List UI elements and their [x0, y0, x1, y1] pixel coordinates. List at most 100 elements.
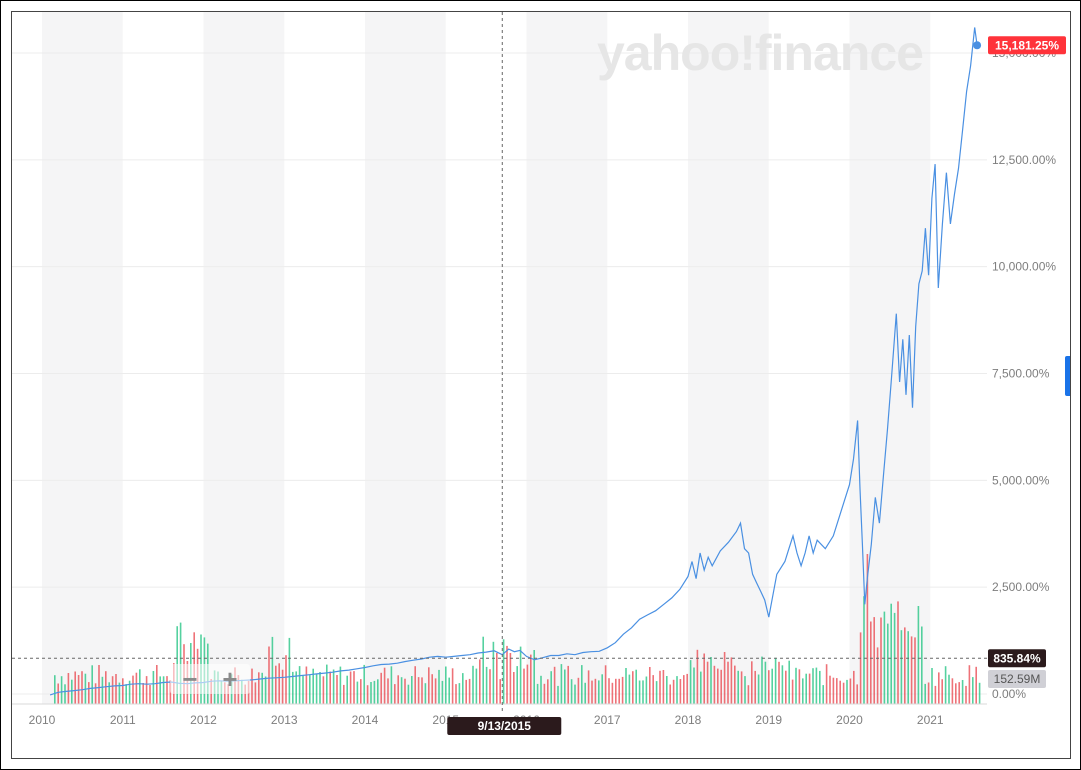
x-tick-label: 2017	[594, 713, 621, 727]
volume-bar	[513, 672, 515, 704]
volume-bar	[747, 685, 750, 704]
volume-bar	[679, 679, 682, 704]
volume-bar	[373, 680, 376, 704]
stock-performance-chart[interactable]: yahoo!finance 0.00% 2,500.00% 5,000.00% 7,50…	[12, 12, 1070, 758]
volume-bar	[145, 676, 148, 704]
volume-bar	[329, 671, 331, 704]
year-band-2016	[526, 12, 608, 704]
volume-bar	[251, 668, 253, 704]
volume-bar	[710, 657, 712, 704]
crosshair-value-badge	[988, 649, 1046, 668]
volume-bar	[441, 680, 444, 704]
volume-bar	[958, 682, 960, 704]
volume-bar	[492, 641, 495, 704]
volume-bar	[451, 668, 454, 704]
volume-bar	[574, 684, 576, 704]
volume-bar	[377, 679, 379, 704]
volume-bar	[737, 670, 739, 704]
volume-bar	[332, 669, 335, 704]
volume-bar	[849, 678, 852, 704]
volume-bar	[897, 601, 899, 704]
last-point-marker	[973, 41, 982, 50]
volume-bar	[965, 685, 967, 704]
volume-bar	[751, 661, 753, 704]
volume-bar	[934, 685, 937, 704]
volume-bar	[81, 671, 83, 704]
volume-bar	[581, 665, 583, 704]
volume-bar	[281, 669, 284, 704]
volume-bar	[941, 679, 943, 704]
volume-bar	[278, 663, 280, 704]
zoom-out-button[interactable]: −	[182, 664, 198, 694]
volume-bar	[914, 637, 916, 704]
volume-bar	[105, 671, 107, 704]
volume-bar	[961, 680, 964, 704]
volume-bar	[91, 665, 93, 704]
volume-bar	[611, 682, 614, 704]
zoom-controls: − +	[170, 664, 250, 694]
volume-bar	[904, 627, 906, 704]
volume-bar	[434, 678, 437, 704]
volume-bar	[910, 636, 913, 704]
volume-bar	[315, 674, 318, 704]
volume-bar	[832, 677, 835, 704]
volume-bar	[870, 621, 872, 704]
volume-bar	[162, 676, 165, 704]
volume-bar	[798, 669, 801, 704]
volume-bar	[360, 679, 362, 704]
volume-bar	[417, 677, 420, 704]
volume-bar	[343, 684, 345, 704]
volume-bar	[846, 679, 848, 704]
volume-bar	[445, 666, 447, 704]
volume-bar	[159, 676, 161, 704]
volume-bar	[781, 665, 784, 704]
y-tick-label: 12,500.00%	[992, 153, 1056, 167]
volume-bar	[407, 684, 410, 704]
volume-bar	[601, 674, 603, 704]
zoom-in-button[interactable]: +	[222, 664, 238, 694]
volume-bar	[819, 670, 821, 704]
volume-bar	[115, 674, 117, 704]
volume-bar	[404, 678, 406, 704]
volume-bar	[88, 682, 90, 704]
x-tick-label: 2011	[110, 713, 136, 727]
volume-bar	[472, 665, 474, 704]
volume-bar	[424, 683, 427, 704]
scroll-handle[interactable]	[1065, 356, 1070, 396]
volume-bar	[380, 672, 382, 704]
volume-bar	[676, 676, 678, 704]
volume-bar	[489, 669, 491, 704]
x-tick-label: 2012	[190, 713, 217, 727]
volume-bar	[730, 657, 733, 704]
volume-bar	[275, 665, 277, 704]
crosshair-value-label: 835.84%	[993, 651, 1041, 665]
volume-bar	[757, 674, 760, 704]
volume-bar	[128, 680, 131, 704]
volume-bar	[968, 665, 971, 704]
volume-bar	[468, 678, 471, 704]
volume-bar	[723, 652, 726, 704]
crosshair-volume-label: 152.59M	[994, 672, 1041, 686]
volume-bar	[458, 683, 461, 704]
volume-bar	[122, 678, 124, 704]
volume-bar	[683, 675, 685, 704]
volume-bar	[462, 673, 464, 704]
volume-bar	[77, 675, 80, 704]
volume-bar	[615, 678, 617, 704]
volume-bar	[652, 675, 654, 704]
volume-bar	[485, 666, 488, 704]
volume-bar	[506, 645, 508, 704]
volume-bar	[788, 660, 790, 704]
volume-bar	[400, 677, 403, 704]
volume-bar	[254, 682, 257, 704]
volume-bar	[938, 672, 940, 704]
last-value-badge	[988, 36, 1066, 55]
volume-bar	[635, 669, 637, 704]
volume-bar	[353, 671, 355, 704]
volume-bar	[669, 684, 671, 704]
volume-bar	[815, 667, 818, 704]
volume-bar	[720, 669, 722, 704]
volume-bar	[570, 679, 573, 704]
volume-bar	[258, 672, 260, 704]
volume-bar	[638, 680, 641, 704]
